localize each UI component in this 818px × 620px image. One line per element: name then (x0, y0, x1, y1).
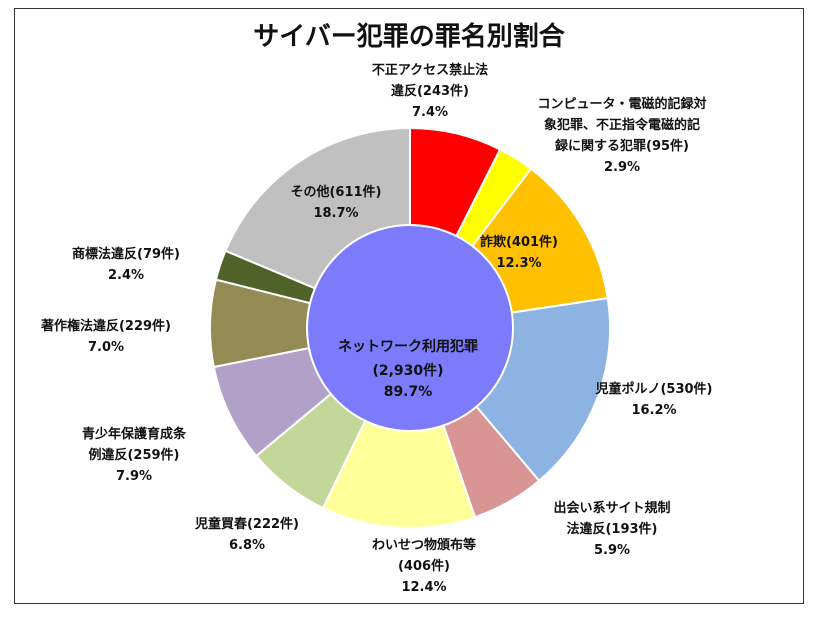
chart-title: サイバー犯罪の罪名別割合 (253, 22, 565, 52)
center-label: 89.7% (384, 384, 433, 400)
slice-label: 商標法違反(79件) 2.4% (72, 246, 180, 283)
slice-label: 児童買春(222件) 6.8% (194, 516, 299, 553)
center-circle (306, 224, 514, 432)
center-label: ネットワーク利用犯罪 (338, 338, 478, 355)
slice-label: 不正アクセス禁止法違反(243件) 7.4% (372, 62, 488, 120)
slice-label: 出会い系サイト規制法違反(193件) 5.9% (553, 500, 670, 558)
slice-label: 青少年保護育成条例違反(259件) 7.9% (82, 426, 187, 484)
slice-label: 詐欺(401件) 12.3% (480, 234, 558, 271)
slice-label: その他(611件) 18.7% (290, 184, 381, 221)
slice-label: コンピュータ・電磁的記録対象犯罪、不正指令電磁的記録に関する犯罪(95件) 2.9… (537, 96, 706, 175)
slice-label: 児童ポルノ(530件) 16.2% (594, 381, 712, 418)
slice-label: わいせつ物頒布等(406件) 12.4% (372, 537, 476, 595)
center-label: (2,930件) (372, 362, 443, 379)
slice-label: 著作権法違反(229件) 7.0% (40, 318, 171, 355)
